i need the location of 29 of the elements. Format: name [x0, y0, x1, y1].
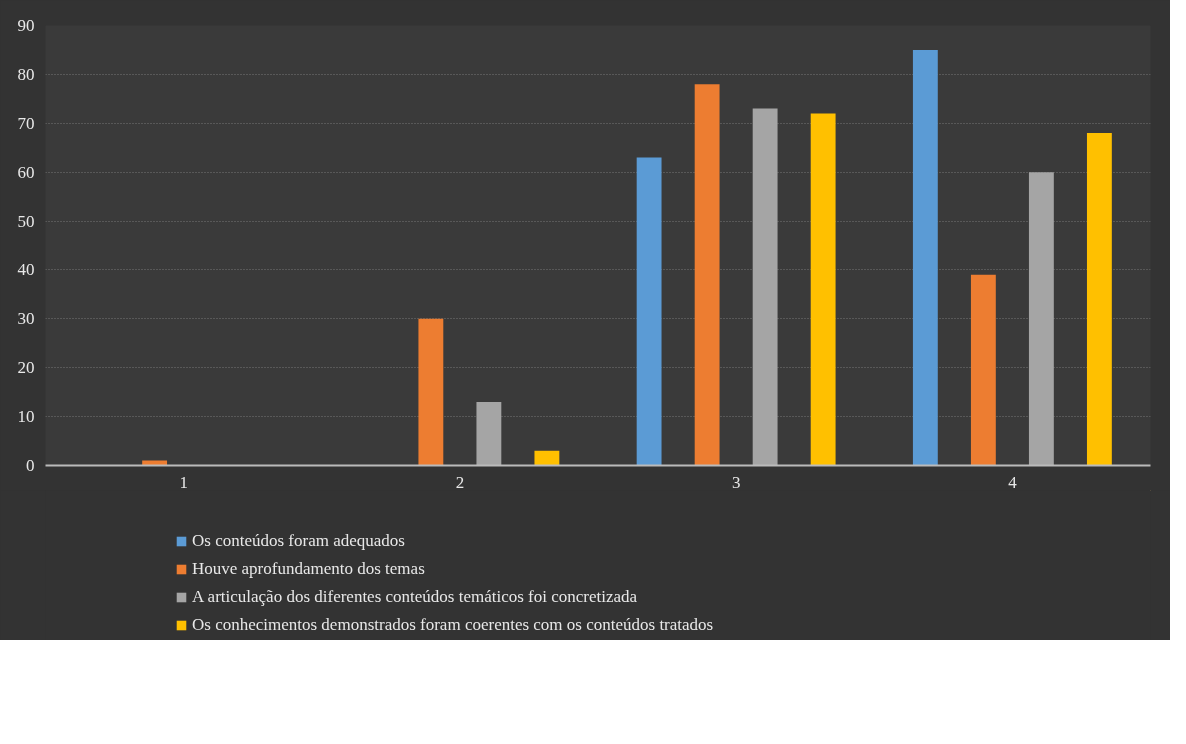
- bar: [476, 401, 502, 466]
- legend-label: Os conhecimentos demonstrados foram coerentes com os conteúdos tratados: [192, 615, 714, 635]
- y-tick-label: 20: [17, 358, 35, 378]
- bar: [418, 318, 444, 466]
- y-tick-label: 90: [17, 16, 35, 35]
- y-tick-label: 40: [17, 260, 35, 280]
- bar: [752, 108, 778, 466]
- bar: [970, 274, 996, 466]
- y-tick-label: 60: [17, 162, 35, 182]
- legend-label: Os conteúdos foram adequados: [192, 531, 405, 551]
- bar: [1086, 133, 1112, 466]
- x-tick-label: 4: [1008, 472, 1018, 492]
- x-tick-label: 1: [179, 472, 188, 492]
- bar: [810, 113, 836, 466]
- y-tick-label: 10: [17, 407, 35, 427]
- x-tick-label: 3: [731, 472, 741, 492]
- legend-label: Houve aprofundamento dos temas: [192, 559, 425, 579]
- bar: [1028, 172, 1054, 466]
- y-tick-label: 30: [17, 309, 35, 329]
- y-tick-label: 80: [17, 64, 35, 84]
- bar: [694, 84, 720, 466]
- y-tick-label: 0: [26, 456, 35, 475]
- bar: [534, 450, 560, 466]
- y-tick-label: 50: [17, 211, 35, 231]
- legend-label: A articulação dos diferentes conteúdos temáticos foi concretizada: [192, 587, 638, 607]
- x-tick-label: 2: [455, 472, 465, 492]
- y-tick-label: 70: [17, 113, 35, 133]
- bar: [636, 157, 662, 466]
- bar: [912, 49, 938, 466]
